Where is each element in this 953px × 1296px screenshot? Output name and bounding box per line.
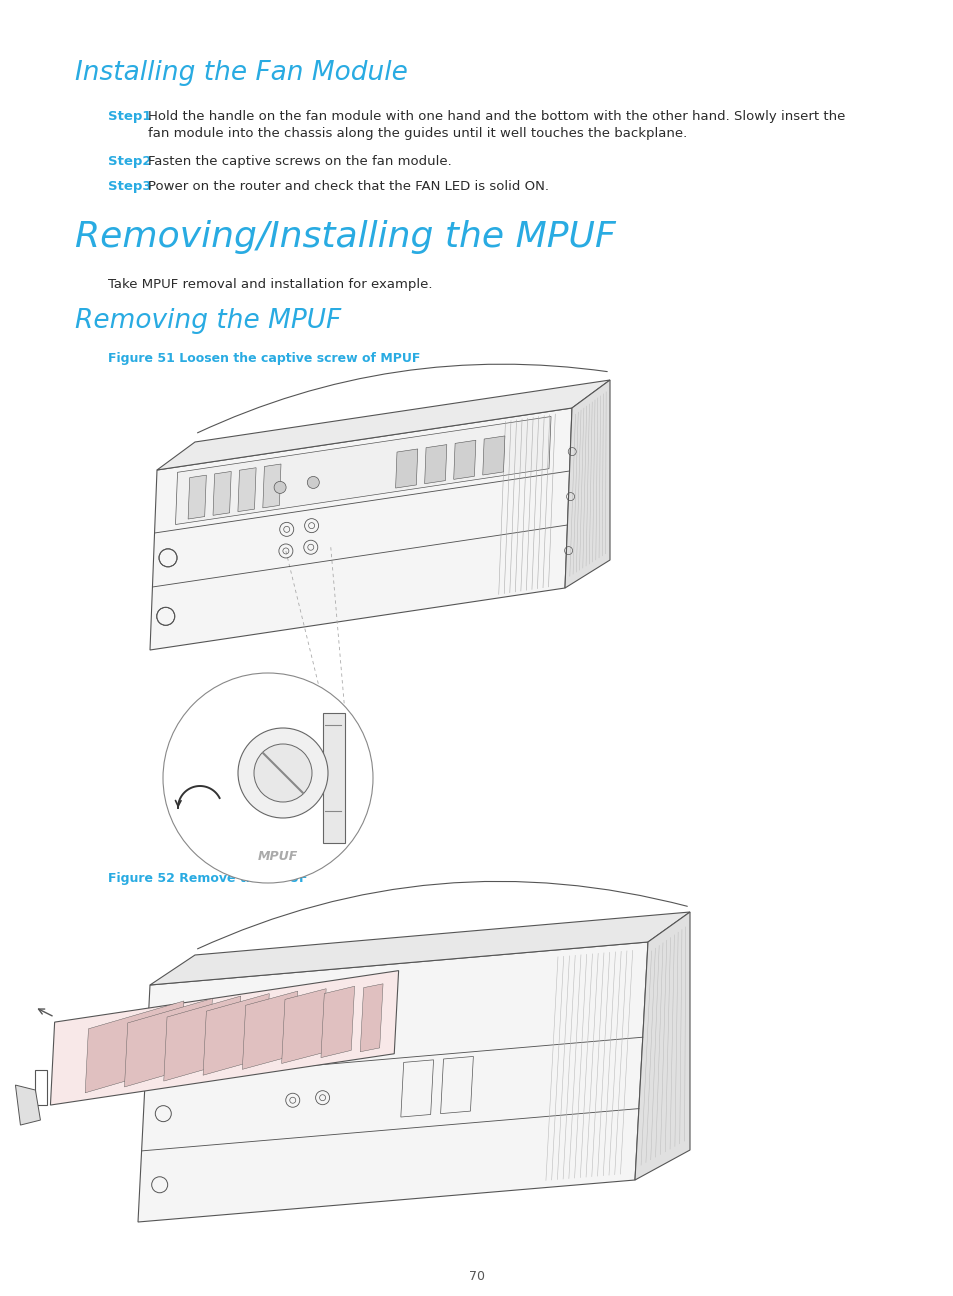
Polygon shape xyxy=(203,994,269,1076)
Ellipse shape xyxy=(253,744,312,802)
Text: Figure 51 Loosen the captive screw of MPUF: Figure 51 Loosen the captive screw of MP… xyxy=(108,353,420,365)
Text: Fasten the captive screws on the fan module.: Fasten the captive screws on the fan mod… xyxy=(148,156,452,168)
Text: MPUF: MPUF xyxy=(257,850,297,863)
Polygon shape xyxy=(124,998,213,1087)
Polygon shape xyxy=(564,380,609,588)
Polygon shape xyxy=(150,912,689,985)
Text: Removing the MPUF: Removing the MPUF xyxy=(75,308,341,334)
Text: Figure 52 Remove the MPUF: Figure 52 Remove the MPUF xyxy=(108,872,307,885)
Text: Installing the Fan Module: Installing the Fan Module xyxy=(75,60,408,86)
Bar xyxy=(323,713,345,842)
Polygon shape xyxy=(395,448,417,489)
Polygon shape xyxy=(262,464,281,508)
Polygon shape xyxy=(360,984,383,1052)
Polygon shape xyxy=(237,468,255,512)
Polygon shape xyxy=(213,472,231,516)
Polygon shape xyxy=(175,416,551,525)
Text: Step3: Step3 xyxy=(108,180,152,193)
Circle shape xyxy=(274,481,286,494)
Text: 70: 70 xyxy=(469,1270,484,1283)
Polygon shape xyxy=(138,942,647,1222)
Polygon shape xyxy=(157,380,609,470)
Polygon shape xyxy=(150,408,572,651)
Text: Step1: Step1 xyxy=(108,110,152,123)
Polygon shape xyxy=(164,997,240,1081)
Text: Hold the handle on the fan module with one hand and the bottom with the other ha: Hold the handle on the fan module with o… xyxy=(148,110,844,123)
Polygon shape xyxy=(51,971,398,1105)
Polygon shape xyxy=(635,912,689,1179)
Polygon shape xyxy=(424,445,446,483)
Circle shape xyxy=(307,477,319,489)
Text: fan module into the chassis along the guides until it well touches the backplane: fan module into the chassis along the gu… xyxy=(148,127,686,140)
Text: Take MPUF removal and installation for example.: Take MPUF removal and installation for e… xyxy=(108,279,432,292)
Polygon shape xyxy=(454,441,476,480)
Text: Step2: Step2 xyxy=(108,156,152,168)
Circle shape xyxy=(163,673,373,883)
Polygon shape xyxy=(281,989,326,1064)
Ellipse shape xyxy=(237,728,328,818)
Polygon shape xyxy=(85,1001,184,1093)
Polygon shape xyxy=(242,991,297,1069)
Text: Removing/Installing the MPUF: Removing/Installing the MPUF xyxy=(75,220,615,254)
Polygon shape xyxy=(320,986,355,1058)
Polygon shape xyxy=(15,1085,40,1125)
Polygon shape xyxy=(188,476,206,518)
Text: Power on the router and check that the FAN LED is solid ON.: Power on the router and check that the F… xyxy=(148,180,548,193)
Polygon shape xyxy=(482,435,504,476)
